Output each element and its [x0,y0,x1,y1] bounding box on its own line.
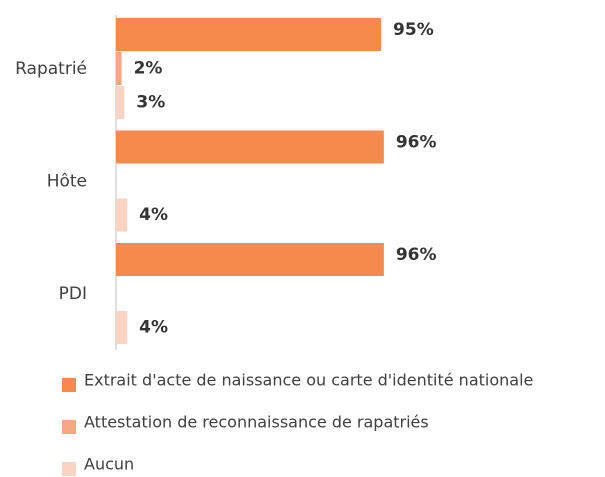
legend-swatch [62,420,76,434]
value-label: 4% [139,318,168,338]
category-label: PDI [59,284,87,304]
value-label: 3% [136,93,165,113]
value-label: 96% [396,133,437,153]
bar [116,130,384,164]
bar [116,243,384,276]
bar [116,86,125,119]
legend-label: Attestation de reconnaissance de rapatri… [84,413,429,432]
bar [116,18,382,51]
bar [116,311,128,344]
category-label: Hôte [47,172,87,192]
value-label: 2% [134,59,163,79]
value-label: 95% [393,20,434,40]
bar [116,198,128,232]
legend-swatch [62,378,76,392]
value-label: 96% [396,245,437,265]
bar [116,52,122,85]
legend-label: Aucun [84,455,134,474]
legend-label: Extrait d'acte de naissance ou carte d'i… [84,371,533,390]
value-label: 4% [139,205,168,225]
legend-swatch [62,462,76,476]
category-label: Rapatrié [15,59,87,79]
